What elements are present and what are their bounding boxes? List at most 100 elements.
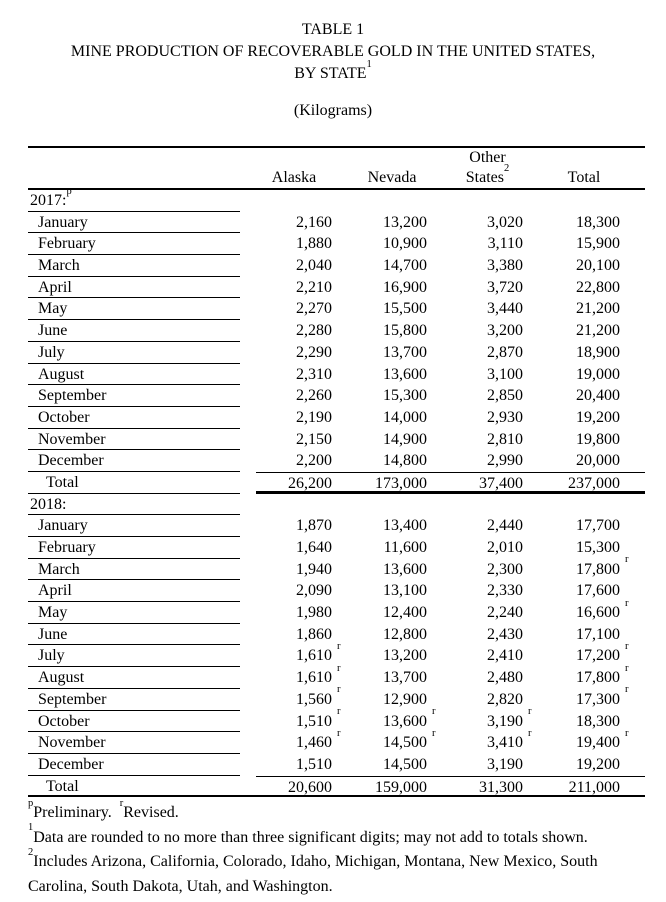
cell-value: 1,880 bbox=[256, 233, 357, 255]
month-text: September bbox=[38, 387, 107, 405]
cell-number: 1,860 bbox=[296, 625, 332, 643]
month-text: January bbox=[38, 517, 88, 535]
month-label: July bbox=[28, 342, 240, 364]
revised-marker: r bbox=[625, 597, 629, 609]
cell-value: 2,270 bbox=[256, 298, 357, 320]
month-label: December bbox=[28, 754, 240, 776]
month-label: September bbox=[28, 689, 240, 711]
cell-number: 20,100 bbox=[576, 257, 620, 275]
cell-value: 17,700 bbox=[548, 515, 645, 537]
month-text: April bbox=[38, 582, 72, 600]
column-gap bbox=[240, 602, 256, 624]
cell-value: 17,200 r bbox=[548, 641, 645, 667]
cell-value: 2,870 bbox=[452, 342, 548, 364]
cell-number: 12,900 bbox=[383, 690, 427, 708]
table-row: December 2,200 14,800 2,990 20,000 bbox=[28, 450, 645, 472]
column-gap bbox=[240, 754, 256, 776]
cell-value: 3,020 bbox=[452, 212, 548, 234]
numeric-block: 2,280 15,800 3,200 21,200 bbox=[256, 320, 645, 342]
month-label: September bbox=[28, 385, 240, 407]
cell-value: 2,430 bbox=[452, 624, 548, 646]
cell-value: 13,400 bbox=[357, 515, 452, 537]
revision-superscript-slot: r bbox=[332, 685, 357, 711]
column-gap bbox=[240, 212, 256, 234]
revision-superscript-slot: r bbox=[620, 555, 645, 581]
cell-number: 13,100 bbox=[383, 582, 427, 600]
cell-value: 3,200 bbox=[452, 320, 548, 342]
table-title: MINE PRODUCTION OF RECOVERABLE GOLD IN T… bbox=[70, 43, 596, 60]
table-row: January 2,160 13,200 3,020 18,300 bbox=[28, 212, 645, 234]
cell-value: 3,440 bbox=[452, 298, 548, 320]
cell-number: 17,800 bbox=[576, 669, 620, 687]
cell-number: 19,000 bbox=[576, 365, 620, 383]
cell-number: 237,000 bbox=[568, 474, 620, 492]
table-subtitle: BY STATE1 bbox=[294, 58, 372, 82]
revision-superscript-slot: r bbox=[523, 728, 548, 754]
revision-superscript-slot: r bbox=[620, 728, 645, 754]
footnote-marker: r bbox=[119, 797, 124, 809]
table-row: August 2,310 13,600 3,100 19,000 bbox=[28, 364, 645, 386]
cell-number: 2,410 bbox=[487, 647, 523, 665]
cell-value: 2,330 bbox=[452, 580, 548, 602]
month-label: April bbox=[28, 277, 240, 299]
column-gap bbox=[240, 407, 256, 429]
units-label: (Kilograms) bbox=[293, 102, 373, 119]
month-label: November bbox=[28, 732, 240, 754]
footnote-marker: 1 bbox=[28, 822, 34, 834]
cell-number: 14,500 bbox=[383, 755, 427, 773]
revision-superscript-slot: r bbox=[620, 663, 645, 689]
column-gap bbox=[240, 429, 256, 451]
numeric-block: 1,510 r 13,600 r 3,190 r 18,300 bbox=[256, 706, 645, 733]
cell-number: 20,600 bbox=[288, 778, 332, 796]
cell-number: 14,800 bbox=[383, 452, 427, 470]
month-label: August bbox=[28, 364, 240, 386]
cell-value: 1,610 r bbox=[256, 641, 357, 667]
cell-number: 3,190 bbox=[487, 755, 523, 773]
cell-number: 1,610 bbox=[296, 647, 332, 665]
column-gap bbox=[240, 711, 256, 733]
month-label: August bbox=[28, 667, 240, 689]
cell-number: 13,700 bbox=[383, 669, 427, 687]
column-gap bbox=[240, 559, 256, 581]
column-gap bbox=[240, 580, 256, 602]
cell-value: 2,810 bbox=[452, 429, 548, 451]
cell-number: 2,240 bbox=[487, 604, 523, 622]
cell-number: 14,900 bbox=[383, 430, 427, 448]
cell-number: 19,200 bbox=[576, 408, 620, 426]
cell-value: 13,600 r bbox=[357, 706, 452, 733]
cell-number: 2,930 bbox=[487, 408, 523, 426]
cell-number: 17,200 bbox=[576, 647, 620, 665]
cell-value: 2,240 bbox=[452, 602, 548, 624]
numeric-block: 2,210 16,900 3,720 22,800 bbox=[256, 277, 645, 299]
numeric-block bbox=[256, 494, 645, 516]
cell-value: 2,440 bbox=[452, 515, 548, 537]
cell-value: 2,260 bbox=[256, 385, 357, 407]
table-row: April 2,090 13,100 2,330 17,600 bbox=[28, 580, 645, 603]
cell-value: 237,000 bbox=[548, 473, 645, 492]
numeric-block: 1,980 12,400 2,240 16,600 r bbox=[256, 598, 645, 624]
revision-superscript-slot: r bbox=[427, 706, 452, 733]
cell-value: 1,510 bbox=[256, 754, 357, 776]
month-label: May bbox=[28, 602, 240, 624]
cell-value: 3,720 bbox=[452, 277, 548, 299]
month-text: March bbox=[38, 257, 80, 275]
month-label: October bbox=[28, 407, 240, 429]
cell-number: 17,100 bbox=[576, 625, 620, 643]
numeric-block: 2,190 14,000 2,930 19,200 bbox=[256, 407, 645, 429]
table-row: November 2,150 14,900 2,810 19,800 bbox=[28, 429, 645, 451]
column-gap bbox=[240, 732, 256, 754]
month-label: April bbox=[28, 580, 240, 603]
month-text: July bbox=[38, 647, 65, 665]
cell-number: 17,600 bbox=[576, 582, 620, 600]
table-row: September 2,260 15,300 2,850 20,400 bbox=[28, 385, 645, 407]
column-header-nevada: Nevada bbox=[367, 169, 417, 186]
total-label: Total bbox=[28, 776, 240, 796]
revised-marker: r bbox=[432, 727, 436, 739]
cell-number: 2,280 bbox=[296, 322, 332, 340]
cell-value: 1,980 bbox=[256, 602, 357, 624]
cell-number: 2,990 bbox=[487, 452, 523, 470]
revision-superscript-slot: r bbox=[620, 598, 645, 624]
cell-value: 3,110 bbox=[452, 233, 548, 255]
cell-value: 17,800 r bbox=[548, 555, 645, 581]
cell-value: 1,870 bbox=[256, 515, 357, 537]
